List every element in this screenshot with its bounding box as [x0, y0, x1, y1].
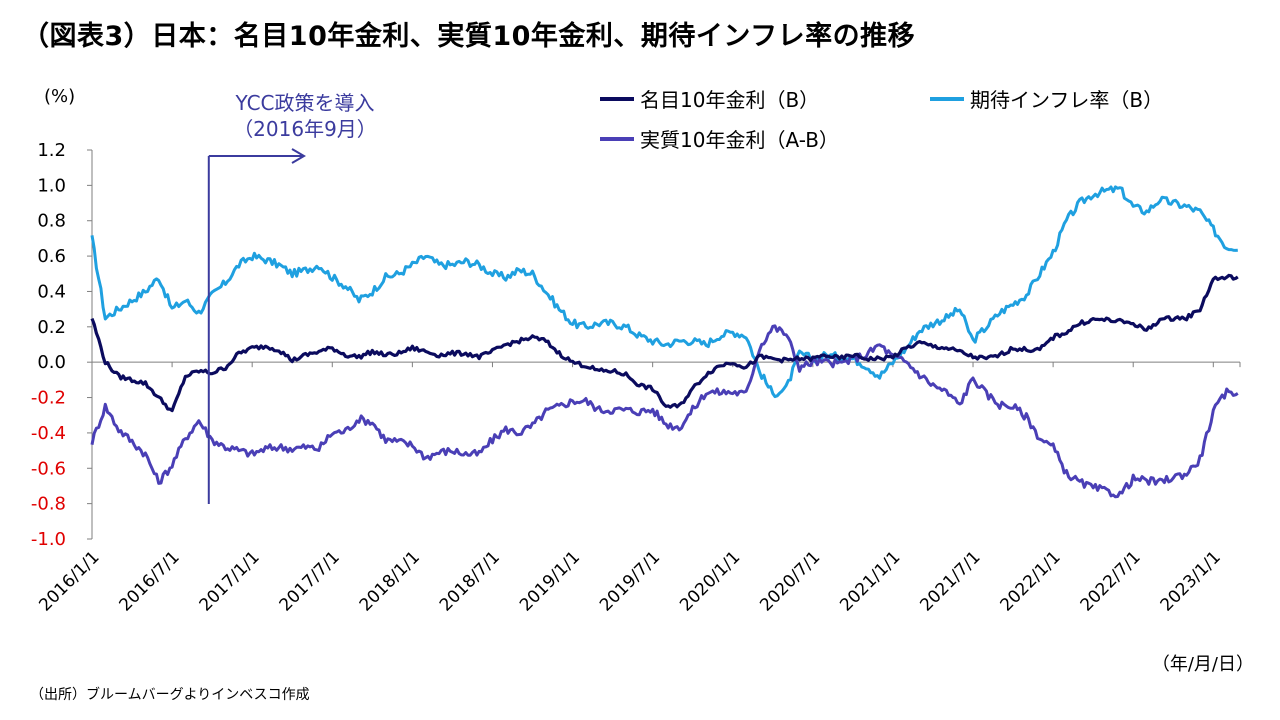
x-unit-label: （年/月/日）	[1151, 654, 1254, 675]
y-tick-label: -0.4	[31, 423, 66, 444]
source-note: （出所）ブルームバーグよりインベスコ作成	[30, 687, 310, 703]
x-tick-label: 2017/7/1	[276, 547, 344, 615]
x-tick-label: 2016/7/1	[115, 547, 183, 615]
y-tick-label: 0.2	[37, 317, 66, 338]
y-tick-label: -0.8	[31, 494, 66, 515]
legend-item-nominal: 名目10年金利（B）	[600, 84, 819, 113]
x-tick-label: 2016/1/1	[35, 547, 103, 615]
y-tick-label: 0.8	[37, 211, 66, 232]
x-tick-label: 2023/1/1	[1157, 547, 1225, 615]
x-tick-label: 2019/7/1	[596, 547, 664, 615]
x-tick-label: 2022/1/1	[997, 547, 1065, 615]
legend-swatch-inflation	[930, 96, 964, 101]
y-tick-label: -1.0	[31, 529, 66, 550]
x-tick-label: 2021/7/1	[916, 547, 984, 615]
y-unit-label: (%)	[44, 86, 76, 107]
ycc-annotation-line2: （2016年9月）	[233, 117, 377, 141]
series-line-real	[90, 324, 1239, 499]
series-line-nominal	[90, 273, 1239, 413]
legend-swatch-nominal	[600, 96, 634, 101]
y-tick-label: -0.6	[31, 458, 66, 479]
x-tick-label: 2018/1/1	[356, 547, 424, 615]
legend-label-inflation: 期待インフレ率（B）	[970, 88, 1164, 112]
x-tick-label: 2018/7/1	[436, 547, 504, 615]
legend-swatch-real	[600, 136, 634, 141]
y-tick-label: 0.4	[37, 281, 66, 302]
series-line-inflation	[90, 185, 1238, 399]
x-tick-label: 2021/1/1	[836, 547, 904, 615]
x-tick-label: 2017/1/1	[196, 547, 264, 615]
legend-item-inflation: 期待インフレ率（B）	[930, 84, 1163, 113]
y-tick-label: 1.2	[37, 140, 66, 161]
ycc-annotation: YCC政策を導入 （2016年9月）	[200, 90, 410, 142]
y-tick-label: 0.0	[37, 352, 66, 373]
x-tick-label: 2020/1/1	[676, 547, 744, 615]
ycc-annotation-line1: YCC政策を導入	[235, 91, 375, 115]
y-tick-label: 1.0	[37, 175, 66, 196]
x-tick-label: 2019/1/1	[516, 547, 584, 615]
y-tick-label: 0.6	[37, 246, 66, 267]
legend-item-real: 実質10年金利（A-B）	[600, 124, 839, 153]
y-tick-label: -0.2	[31, 388, 66, 409]
legend-label-nominal: 名目10年金利（B）	[640, 88, 820, 112]
x-tick-label: 2020/7/1	[756, 547, 824, 615]
chart-title: （図表3）日本：名目10年金利、実質10年金利、期待インフレ率の推移	[22, 21, 916, 52]
legend-label-real: 実質10年金利（A-B）	[640, 128, 839, 152]
ycc-arrow-head	[291, 148, 306, 164]
x-tick-label: 2022/7/1	[1077, 547, 1145, 615]
